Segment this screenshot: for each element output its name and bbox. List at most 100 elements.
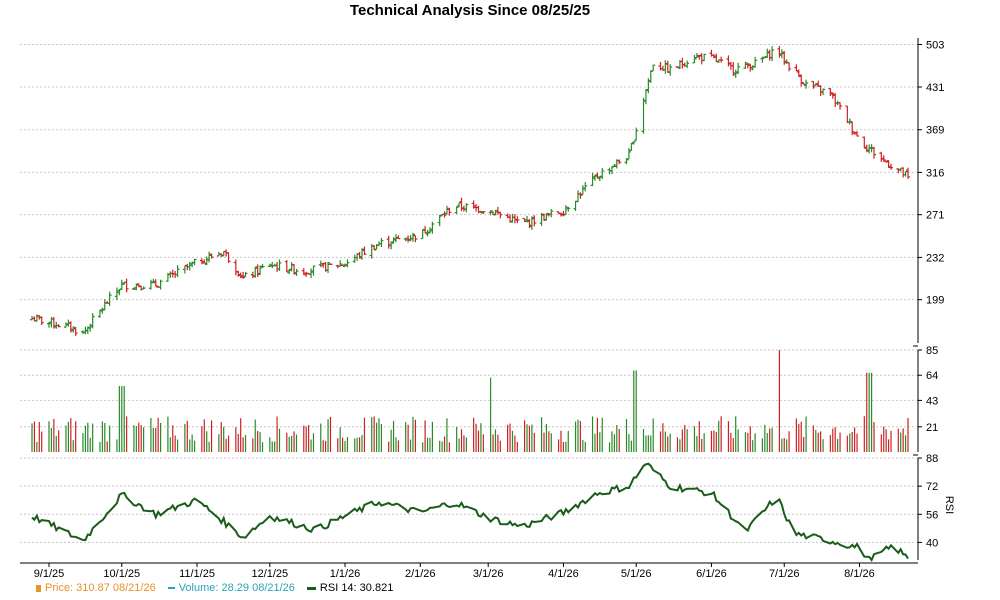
price-tick-label: 232 bbox=[926, 252, 944, 264]
rsi-tick-label: 40 bbox=[926, 537, 938, 549]
price-bar bbox=[488, 210, 493, 216]
price-bar bbox=[107, 291, 112, 306]
volume-bars bbox=[31, 350, 909, 452]
legend-rsi: RSI 14: 30.821 bbox=[306, 582, 394, 594]
price-bar bbox=[804, 79, 809, 89]
price-bar bbox=[750, 65, 755, 71]
price-bar bbox=[294, 268, 299, 276]
price-bar bbox=[631, 140, 636, 145]
price-bar bbox=[626, 148, 631, 160]
price-bar bbox=[697, 54, 702, 60]
price-bar bbox=[447, 207, 452, 216]
price-bar bbox=[600, 167, 605, 180]
price-bar bbox=[573, 200, 578, 212]
price-bar bbox=[46, 321, 51, 328]
price-bar bbox=[199, 258, 204, 265]
price-bar bbox=[799, 74, 804, 87]
price-bar bbox=[886, 160, 891, 168]
price-bar bbox=[318, 260, 323, 268]
price-bar bbox=[396, 235, 401, 240]
price-bar bbox=[90, 313, 95, 329]
x-tick-label: 5/1/26 bbox=[621, 568, 652, 580]
price-bar bbox=[813, 83, 818, 86]
price-bar bbox=[379, 237, 384, 247]
rsi-axis-label: RSI bbox=[943, 496, 955, 514]
price-bar bbox=[711, 54, 716, 59]
price-bar bbox=[442, 211, 447, 218]
price-bar bbox=[641, 97, 646, 134]
x-tick-label: 4/1/26 bbox=[548, 568, 579, 580]
price-bar bbox=[241, 271, 246, 279]
x-tick-label: 12/1/25 bbox=[251, 568, 288, 580]
price-bar bbox=[304, 271, 309, 277]
price-bar bbox=[845, 105, 850, 124]
price-bar bbox=[457, 202, 462, 208]
price-bar bbox=[134, 283, 139, 291]
price-bar bbox=[736, 62, 741, 75]
price-bar bbox=[779, 49, 784, 59]
price-bar bbox=[855, 131, 860, 137]
price-bar bbox=[119, 279, 124, 291]
volume-tick-label: 85 bbox=[926, 345, 938, 357]
price-bar bbox=[151, 278, 156, 284]
price-bar bbox=[326, 262, 331, 274]
price-bar bbox=[665, 60, 670, 74]
price-bar bbox=[699, 53, 704, 65]
price-bar bbox=[100, 307, 105, 314]
price-bar bbox=[292, 264, 297, 275]
price-bar bbox=[617, 159, 622, 165]
price-bar bbox=[236, 270, 241, 277]
price-bar bbox=[675, 66, 680, 68]
price-bar bbox=[102, 299, 107, 311]
price-bar bbox=[204, 256, 209, 266]
price-bar bbox=[612, 164, 617, 168]
price-bar bbox=[493, 209, 498, 216]
price-bar bbox=[522, 217, 527, 223]
price-bar bbox=[578, 192, 583, 199]
price-bar bbox=[187, 261, 192, 271]
price-bar bbox=[311, 265, 316, 276]
price-bar bbox=[685, 60, 690, 69]
x-tick-label: 11/1/25 bbox=[179, 568, 215, 580]
price-bar bbox=[753, 56, 758, 68]
price-bar bbox=[872, 146, 877, 159]
price-bar bbox=[889, 163, 894, 170]
price-bar bbox=[175, 265, 180, 278]
price-bar bbox=[338, 260, 343, 267]
price-bar bbox=[131, 287, 136, 291]
legend-volume: Volume: 28.29 08/21/26 bbox=[167, 582, 295, 594]
price-bar bbox=[403, 237, 408, 242]
price-bar bbox=[566, 206, 571, 212]
price-bar bbox=[719, 56, 724, 63]
price-bar bbox=[345, 259, 350, 268]
price-bar bbox=[898, 167, 903, 172]
price-bar bbox=[255, 264, 260, 277]
x-tick-label: 8/1/26 bbox=[844, 568, 875, 580]
volume-tick-label: 64 bbox=[926, 370, 938, 382]
price-bar bbox=[515, 216, 520, 224]
price-tick-label: 431 bbox=[926, 82, 944, 94]
price-bar bbox=[56, 324, 61, 328]
price-bar bbox=[847, 118, 852, 125]
price-bar bbox=[512, 214, 517, 224]
price-bar bbox=[731, 62, 736, 76]
price-bar bbox=[558, 212, 563, 217]
price-bar bbox=[879, 151, 884, 162]
price-bar bbox=[801, 82, 806, 86]
price-bar bbox=[207, 251, 212, 263]
price-bar bbox=[39, 316, 44, 325]
price-bar bbox=[209, 253, 214, 259]
rsi-tick-label: 56 bbox=[926, 509, 938, 521]
price-bar bbox=[508, 214, 513, 223]
price-bar bbox=[352, 254, 357, 263]
price-bar bbox=[464, 203, 469, 213]
price-bar bbox=[410, 232, 415, 242]
legend-rsi-text: RSI 14: 30.821 bbox=[319, 582, 394, 594]
price-bar bbox=[796, 69, 801, 78]
chart-title: Technical Analysis Since 08/25/25 bbox=[349, 2, 591, 19]
price-bar bbox=[238, 272, 243, 279]
price-bar bbox=[386, 235, 391, 249]
x-tick-label: 3/1/26 bbox=[473, 568, 504, 580]
volume-swatch bbox=[167, 587, 175, 589]
legend-price: Price: 310.87 08/21/26 bbox=[36, 582, 156, 594]
